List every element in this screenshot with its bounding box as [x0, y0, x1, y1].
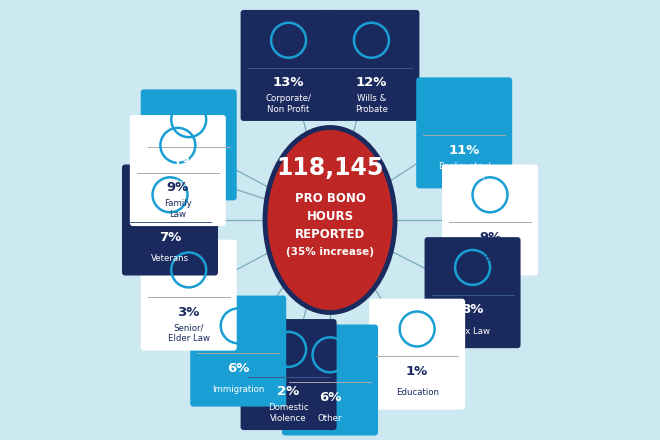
Text: 11%: 11% [449, 143, 480, 157]
Text: Housing: Housing [171, 179, 207, 188]
FancyBboxPatch shape [323, 10, 419, 121]
Text: 9%: 9% [479, 231, 501, 244]
FancyBboxPatch shape [141, 89, 237, 200]
FancyBboxPatch shape [241, 319, 337, 430]
Text: Employment: Employment [463, 254, 517, 263]
Text: Corporate/
Non Profit: Corporate/ Non Profit [266, 94, 312, 114]
FancyBboxPatch shape [442, 165, 538, 275]
Text: 3%: 3% [178, 306, 200, 319]
Text: 118,145: 118,145 [277, 156, 383, 180]
FancyBboxPatch shape [141, 240, 237, 351]
FancyBboxPatch shape [416, 77, 512, 188]
Text: REPORTED: REPORTED [295, 227, 365, 241]
Text: Senior/
Elder Law: Senior/ Elder Law [168, 324, 210, 343]
Text: Veterans: Veterans [151, 254, 189, 263]
FancyBboxPatch shape [190, 296, 286, 407]
Text: 13%: 13% [173, 156, 205, 169]
FancyBboxPatch shape [241, 10, 337, 121]
Text: 13%: 13% [273, 76, 304, 89]
Text: 12%: 12% [356, 76, 387, 89]
Text: 1%: 1% [406, 365, 428, 378]
Text: 8%: 8% [461, 303, 484, 316]
Text: Other: Other [317, 414, 343, 423]
Text: 7%: 7% [159, 231, 181, 244]
Text: 9%: 9% [167, 181, 189, 194]
FancyBboxPatch shape [369, 299, 465, 410]
Text: Wills &
Probate: Wills & Probate [355, 94, 388, 114]
Text: 6%: 6% [319, 391, 341, 404]
Text: Immigration: Immigration [212, 385, 265, 394]
FancyBboxPatch shape [122, 165, 218, 275]
Text: Domestic
Violence: Domestic Violence [268, 403, 309, 423]
FancyBboxPatch shape [282, 325, 378, 436]
Text: 2%: 2% [277, 385, 300, 398]
Text: Education: Education [395, 388, 439, 397]
Text: HOURS: HOURS [306, 209, 354, 223]
Text: Family
Law: Family Law [164, 199, 191, 219]
Text: 6%: 6% [227, 362, 249, 375]
FancyBboxPatch shape [130, 115, 226, 226]
Text: (35% increase): (35% increase) [286, 247, 374, 257]
Text: PRO BONO: PRO BONO [294, 191, 366, 205]
Text: Bankruptcy/
Consumer: Bankruptcy/ Consumer [438, 161, 490, 181]
FancyBboxPatch shape [424, 237, 521, 348]
Text: Tax Law: Tax Law [455, 326, 490, 336]
Ellipse shape [265, 128, 395, 312]
